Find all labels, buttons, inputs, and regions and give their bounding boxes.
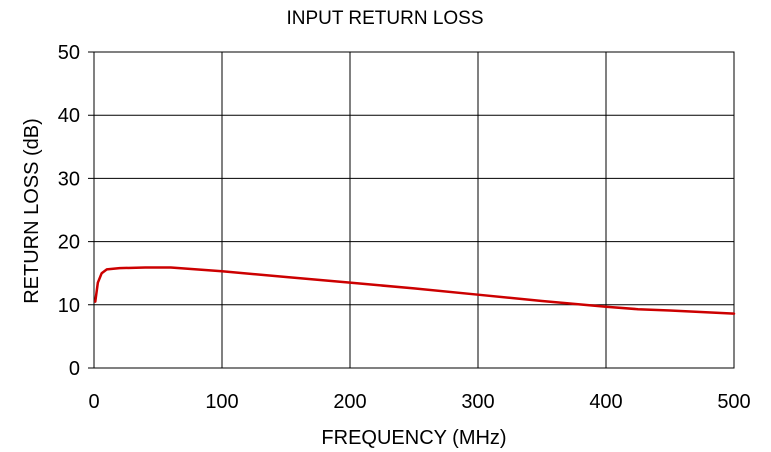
x-tick-label: 300 [461,391,494,413]
y-tick-label: 30 [58,168,80,190]
y-tick-label: 10 [58,295,80,317]
x-tick-labels: 0 100 200 300 400 500 [88,391,750,413]
y-axis-label: RETURN LOSS (dB) [21,118,43,304]
y-tick-label: 40 [58,105,80,127]
grid-lines [88,51,735,369]
y-tick-label: 20 [58,232,80,254]
x-tick-label: 100 [205,391,238,413]
y-tick-label: 50 [58,42,80,64]
x-tick-label: 200 [333,391,366,413]
x-axis-label: FREQUENCY (MHz) [321,427,506,449]
y-tick-labels: 0 10 20 30 40 50 [58,42,80,380]
x-tick-label: 500 [717,391,750,413]
series-line-return-loss [94,266,736,315]
x-tick-label: 0 [88,391,99,413]
plot-area [93,51,735,369]
chart-title: INPUT RETURN LOSS [286,8,483,29]
y-tick-label: 0 [69,358,80,380]
x-tick-label: 400 [589,391,622,413]
